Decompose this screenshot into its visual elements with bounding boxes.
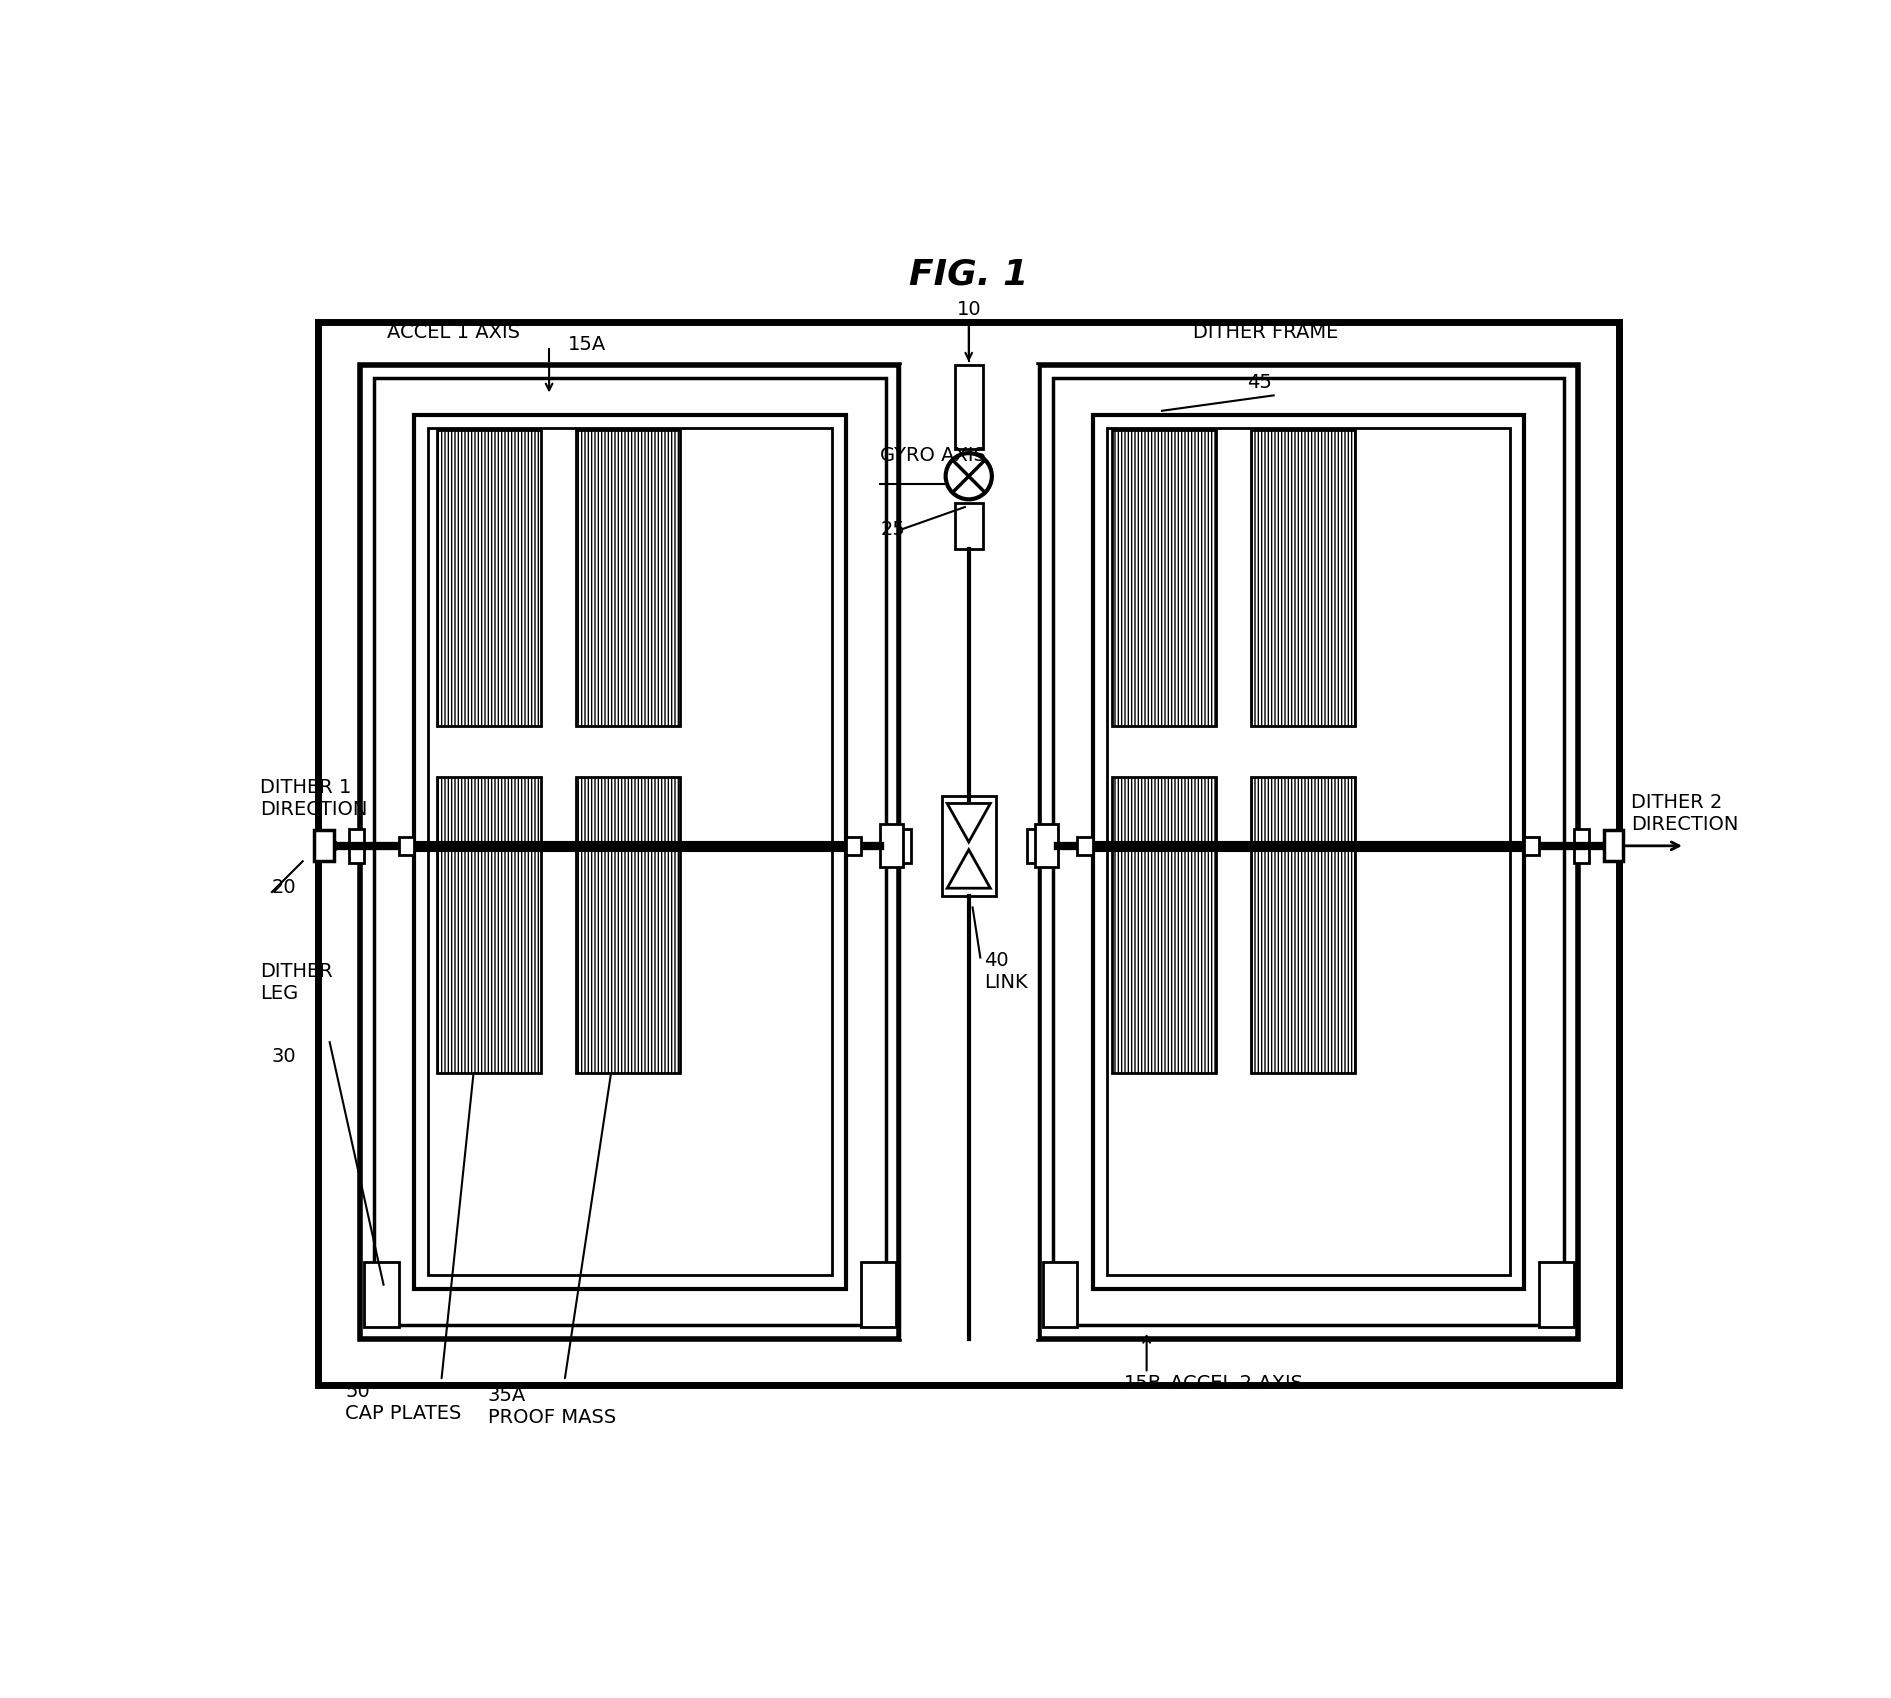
Text: 35A
PROOF MASS: 35A PROOF MASS [488,1386,616,1426]
Bar [365,1262,399,1328]
Bar [318,323,1619,1386]
Text: 15A: 15A [569,335,607,353]
Bar [1604,830,1622,861]
Text: ACCEL 2 AXIS: ACCEL 2 AXIS [1171,1374,1303,1392]
Bar [955,365,983,450]
Text: FIG. 1: FIG. 1 [910,258,1029,292]
Text: DITHER FRAME: DITHER FRAME [1193,323,1339,343]
Bar [1250,778,1354,1073]
Bar [1539,1262,1573,1328]
Bar [427,430,832,1275]
Bar [1093,416,1524,1289]
Bar [414,416,845,1289]
Text: 45: 45 [1246,374,1271,392]
Bar [860,1262,896,1328]
Bar [314,830,333,861]
Bar [577,431,681,727]
Bar [845,837,860,856]
Text: DITHER 2
DIRECTION: DITHER 2 DIRECTION [1630,793,1738,834]
Bar [1573,829,1588,863]
Bar [374,379,885,1324]
Bar [1053,379,1564,1324]
Text: 15B: 15B [1123,1374,1161,1392]
Bar [399,837,414,856]
Text: 50
CAP PLATES: 50 CAP PLATES [344,1380,461,1423]
Text: ACCEL 1 AXIS: ACCEL 1 AXIS [388,323,520,343]
Bar [1106,430,1511,1275]
Bar [1112,778,1216,1073]
Text: DITHER 1
DIRECTION: DITHER 1 DIRECTION [261,778,367,818]
Bar [577,778,681,1073]
Bar [1524,837,1539,856]
Bar [900,365,1038,1338]
Text: DITHER
LEG: DITHER LEG [261,961,333,1004]
Text: 20: 20 [272,878,297,897]
Bar [1112,431,1216,727]
Text: 10: 10 [957,301,981,319]
Bar [437,778,541,1073]
Bar [437,431,541,727]
Bar [1027,829,1042,863]
Text: 30: 30 [272,1046,297,1065]
Bar [1250,431,1354,727]
Text: 40
LINK: 40 LINK [983,951,1029,992]
Text: GYRO AXIS: GYRO AXIS [879,447,985,465]
Bar [1034,825,1059,868]
Text: 25: 25 [879,520,906,538]
Bar [350,829,365,863]
Polygon shape [947,805,991,842]
Bar [955,504,983,550]
Bar [896,829,911,863]
Bar [1042,1262,1078,1328]
Bar [879,825,904,868]
Polygon shape [947,851,991,888]
Bar [1078,837,1093,856]
Bar [1038,365,1577,1338]
Bar [361,365,900,1338]
Bar [942,796,997,897]
